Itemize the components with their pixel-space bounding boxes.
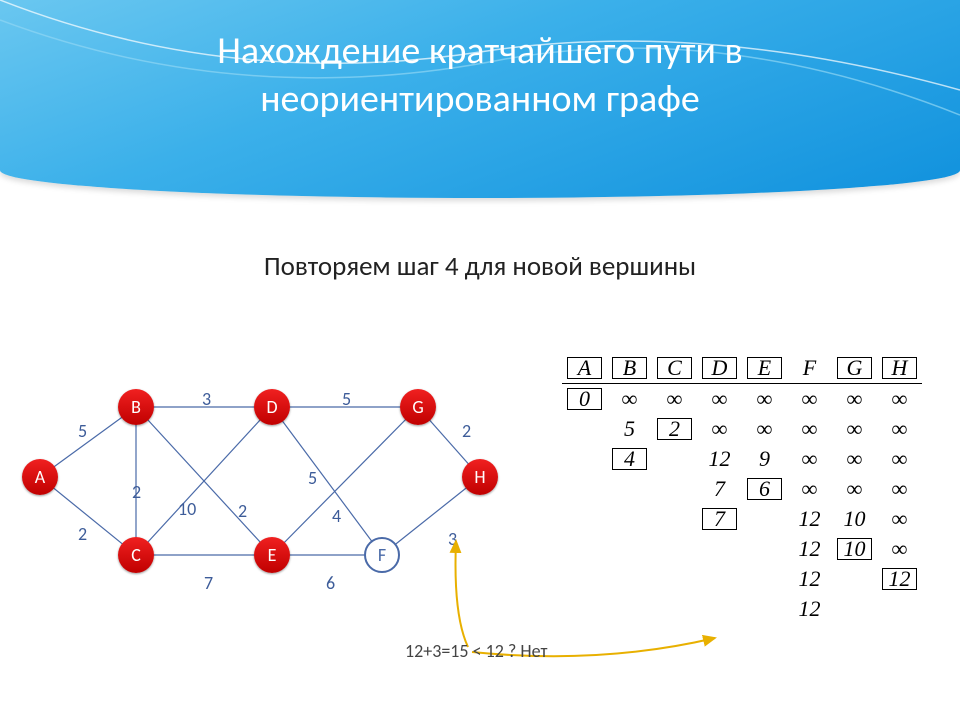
table-cell: 10 [832, 536, 877, 562]
table-cell: ∞ [787, 416, 832, 442]
table-cell: ∞ [787, 386, 832, 412]
table-cell: 6 [742, 476, 787, 502]
table-cell: ∞ [877, 446, 922, 472]
table-cell: F [787, 355, 832, 381]
table-cell: ∞ [877, 476, 922, 502]
table-cell: 0 [562, 386, 607, 412]
table-cell: 12 [787, 506, 832, 532]
table-cell: ∞ [652, 386, 697, 412]
table-cell: ∞ [832, 386, 877, 412]
table-cell: G [832, 355, 877, 381]
table-cell: 7 [697, 476, 742, 502]
table-cell: ∞ [697, 386, 742, 412]
table-cell: ∞ [877, 536, 922, 562]
table-cell: D [697, 355, 742, 381]
table-cell: ∞ [877, 386, 922, 412]
slide: Нахождение кратчайшего пути в неориентир… [0, 0, 960, 720]
table-cell: ∞ [607, 386, 652, 412]
table-cell: 5 [607, 416, 652, 442]
table-cell: ∞ [832, 446, 877, 472]
table-cell: ∞ [832, 476, 877, 502]
table-cell: 2 [652, 416, 697, 442]
table-cell: C [652, 355, 697, 381]
table-cell: 12 [697, 446, 742, 472]
table-cell: A [562, 355, 607, 381]
table-cell: 4 [607, 446, 652, 472]
table-cell: ∞ [832, 416, 877, 442]
table-cell: 10 [832, 506, 877, 532]
table-cell: 9 [742, 446, 787, 472]
table-cell: ∞ [877, 506, 922, 532]
table-cell: E [742, 355, 787, 381]
table-cell: 12 [787, 566, 832, 592]
table-cell: B [607, 355, 652, 381]
table-cell: H [877, 355, 922, 381]
dijkstra-table: ABCDEFGH0∞∞∞∞∞∞∞52∞∞∞∞∞4129∞∞∞76∞∞∞71210… [562, 353, 922, 624]
table-cell: ∞ [697, 416, 742, 442]
table-cell: ∞ [742, 416, 787, 442]
table-cell: ∞ [787, 446, 832, 472]
table-cell: 7 [697, 506, 742, 532]
table-cell: 12 [787, 536, 832, 562]
table-cell: ∞ [787, 476, 832, 502]
table-cell: 12 [877, 566, 922, 592]
annotation-text: 12+3=15 < 12 ? Нет [405, 640, 547, 662]
table-cell: ∞ [742, 386, 787, 412]
table-cell: 12 [787, 596, 832, 622]
table-cell: ∞ [877, 416, 922, 442]
